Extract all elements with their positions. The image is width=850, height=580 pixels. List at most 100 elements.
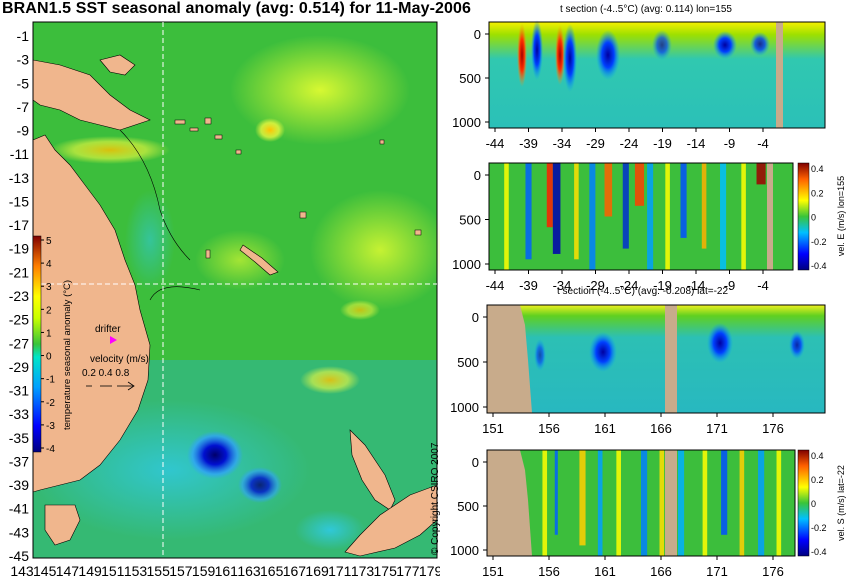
velocity-stripe: [597, 450, 603, 556]
velocity-stripe: [677, 450, 685, 556]
velocity-legend-arrows: [86, 381, 135, 391]
velocity-stripe: [504, 163, 509, 270]
longitude-label: 169: [305, 563, 329, 579]
panel-1-x-label: -9: [724, 136, 736, 151]
map-colorbar-label: temperature seasonal anomaly (°C): [62, 280, 73, 430]
velocity-stripe: [616, 450, 621, 556]
panel-1-x-label: -39: [519, 136, 538, 151]
panel-axes: 0 500 1000 -44 -39 -34 -29 -24 -19 -14 -9 -4 0 500 100…: [450, 27, 846, 579]
panel-2-x-label: -14: [687, 278, 706, 293]
panel-2-colorbar-tick: 0.2: [811, 188, 824, 198]
velocity-legend-ticks: 0.2 0.4 0.8: [82, 368, 130, 379]
panel-3-y-label: 500: [457, 355, 479, 370]
velocity-stripe: [701, 163, 707, 249]
panel-1-plot: [488, 20, 826, 129]
panel-3-x-label: 161: [594, 421, 616, 436]
panel-4-x-label: 151: [482, 564, 504, 579]
velocity-legend-label: velocity (m/s): [90, 354, 149, 365]
velocity-stripe: [756, 163, 766, 185]
longitude-labels: 143 145 147 149 151 153 155 157 159 161 163 165 167 1…: [10, 563, 440, 579]
latitude-label: -9: [17, 123, 30, 139]
longitude-label: 173: [351, 563, 375, 579]
longitude-label: 159: [192, 563, 216, 579]
latitude-label: -41: [9, 501, 29, 517]
velocity-stripe: [542, 450, 548, 556]
velocity-stripe: [720, 163, 727, 270]
velocity-stripe: [554, 450, 558, 535]
longitude-label: 167: [283, 563, 307, 579]
latitude-label: -39: [9, 477, 29, 493]
panel-1-y-label: 500: [459, 71, 481, 86]
panel-1-x-label: -29: [586, 136, 605, 151]
colorbar-tick-label: 4: [46, 259, 52, 270]
latitude-label: -35: [9, 430, 29, 446]
panel-1-x-label: -34: [553, 136, 572, 151]
longitude-label: 147: [56, 563, 80, 579]
colorbar-tick-label: 3: [46, 282, 52, 293]
latitude-label: -11: [10, 146, 29, 162]
panel-4-colorbar-tick: 0.2: [811, 475, 824, 485]
latitude-label: -25: [9, 312, 29, 328]
panel-2-x-label: -44: [486, 278, 505, 293]
longitude-label: 155: [147, 563, 171, 579]
drifter-label: drifter: [95, 324, 121, 335]
longitude-label: 179: [419, 563, 440, 579]
latitude-label: -7: [17, 99, 30, 115]
longitude-label: 145: [33, 563, 57, 579]
velocity-stripe: [680, 163, 687, 238]
panel-2-y-label: 1000: [452, 257, 481, 272]
latitude-label: -19: [9, 241, 29, 257]
panel-2-colorbar-tick: 0: [811, 213, 816, 223]
longitude-label: 149: [78, 563, 102, 579]
panel-4-colorbar: [797, 449, 810, 557]
panel-1-x-label: -24: [620, 136, 639, 151]
section-panels: 0 500 1000 -44 -39 -34 -29 -24 -19 -14 -9 -4 0 500 100…: [450, 20, 846, 579]
velocity-stripe: [579, 450, 586, 546]
longitude-label: 143: [10, 563, 34, 579]
panel-4-colorbar-label: vel. S (m/s) lat=-22: [836, 465, 846, 541]
panel-2-x-label: -34: [553, 278, 572, 293]
velocity-stripe: [758, 450, 765, 556]
sst-map: 5 4 3 2 1 0 -1 -2 -3 -4 temperature seasonal anom…: [9, 21, 440, 579]
panel-1-x-label: -4: [757, 136, 769, 151]
panel-2-x-label: -19: [653, 278, 672, 293]
latitude-label: -43: [9, 524, 29, 540]
latitude-label: -21: [9, 264, 29, 280]
panel-1-y-label: 1000: [452, 115, 481, 130]
velocity-stripe: [721, 450, 728, 535]
panel-4-colorbar-tick: -0.2: [811, 523, 827, 533]
panel-3-x-label: 156: [538, 421, 560, 436]
panel-3-plot: [486, 304, 826, 414]
panel-4-y-label: 500: [457, 499, 479, 514]
panel-1-y-label: 0: [474, 27, 481, 42]
map-title: BRAN1.5 SST seasonal anomaly (avg: 0.514…: [2, 0, 472, 17]
panel-1-x-label: -14: [687, 136, 706, 151]
panel-3-x-label: 171: [706, 421, 728, 436]
colorbar-tick-label: 5: [46, 236, 52, 247]
panel-4-x-label: 156: [538, 564, 560, 579]
colorbar-tick-label: 1: [46, 328, 52, 339]
velocity-stripe: [776, 450, 782, 556]
map-colorbar-ticks: 5 4 3 2 1 0 -1 -2 -3 -4: [41, 236, 55, 455]
panel-4-colorbar-tick: -0.4: [811, 547, 827, 557]
panel-3-y-label: 1000: [450, 400, 479, 415]
panel-3-title: t section (-4..5°C) (avg: -0.208) lat=-2…: [557, 286, 729, 297]
colorbar-tick-label: 2: [46, 305, 52, 316]
panel-1-x-label: -44: [486, 136, 505, 151]
panel-2-x-label: -4: [757, 278, 769, 293]
latitude-label: -33: [9, 406, 29, 422]
longitude-label: 165: [260, 563, 284, 579]
drifter-marker: [110, 336, 117, 344]
latitude-label: -23: [9, 288, 29, 304]
panel-2-colorbar-label: vel. E (m/s) lon=155: [836, 176, 846, 256]
velocity-stripe: [702, 450, 708, 556]
velocity-stripe: [659, 450, 665, 556]
panel-2-y-label: 500: [459, 213, 481, 228]
panel-2-colorbar-tick: -0.4: [811, 261, 827, 271]
longitude-label: 157: [169, 563, 193, 579]
panel-2-colorbar-tick: 0.4: [811, 164, 824, 174]
panel-4-x-label: 166: [650, 564, 672, 579]
velocity-stripe: [665, 163, 670, 270]
latitude-label: -45: [9, 548, 29, 564]
panel-3-y-label: 0: [472, 310, 479, 325]
